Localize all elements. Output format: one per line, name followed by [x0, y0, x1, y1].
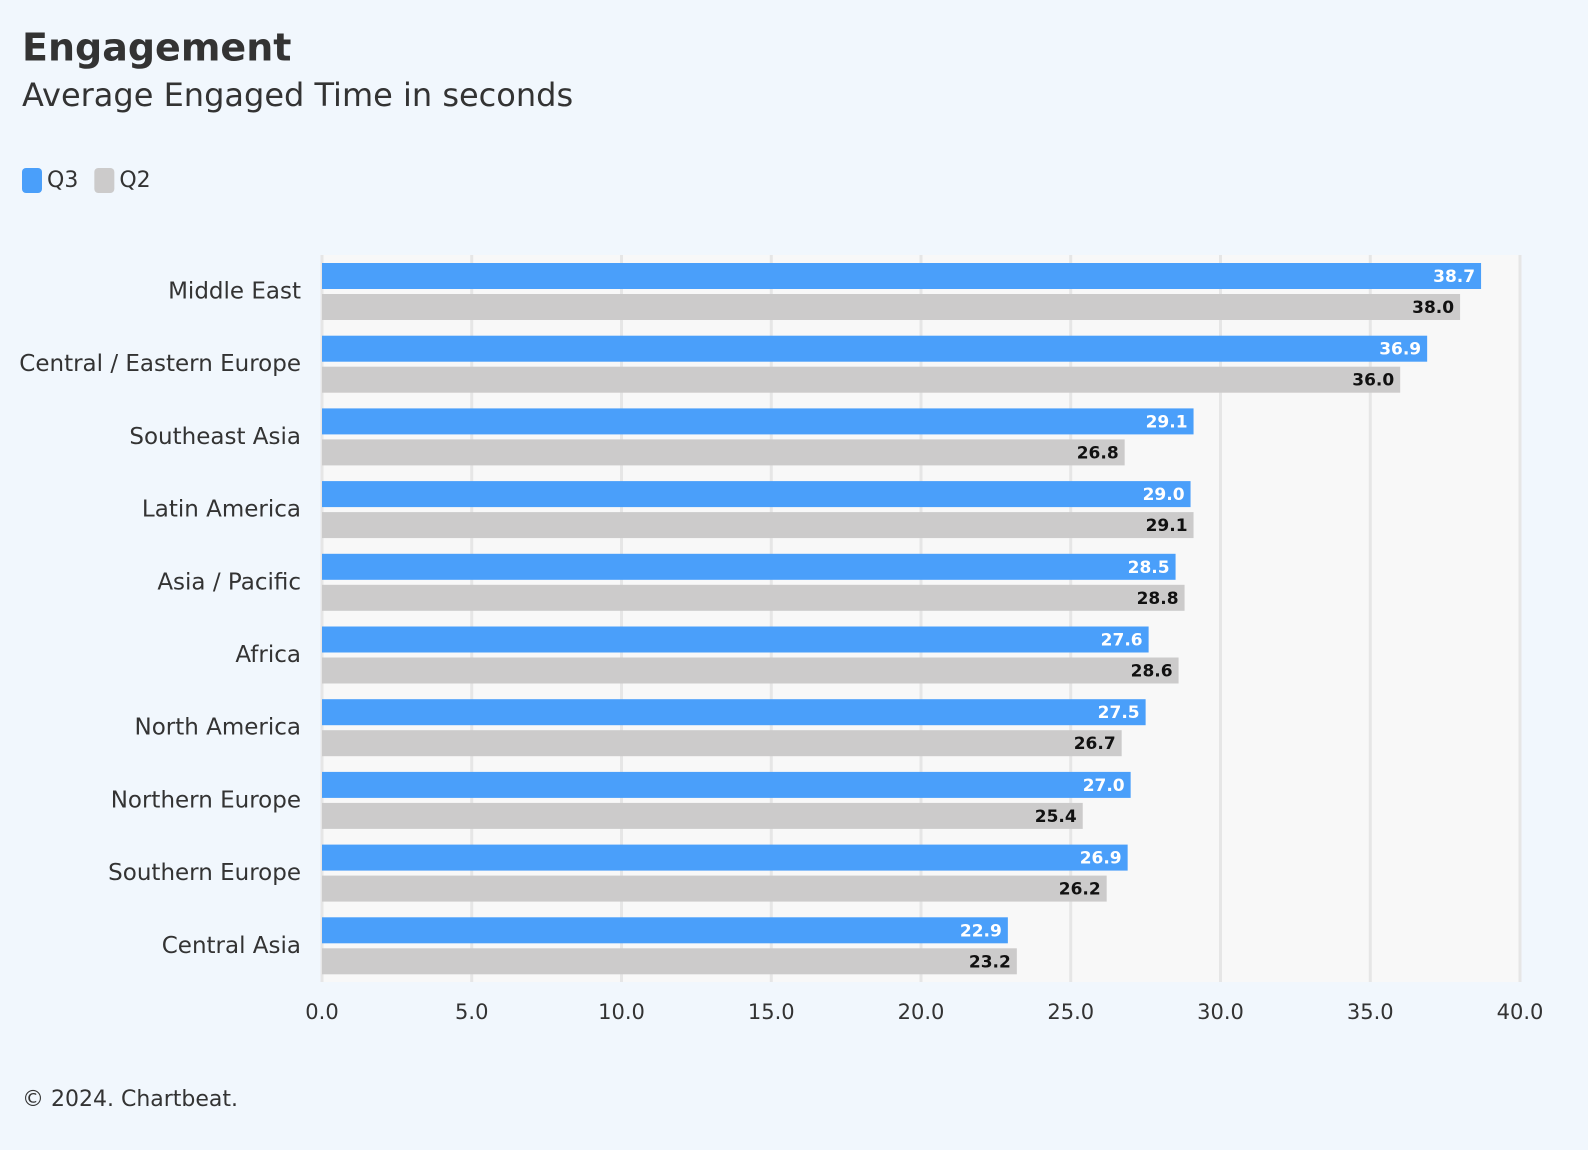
y-tick-label: Southeast Asia: [129, 424, 301, 450]
value-label: 28.8: [1137, 589, 1179, 609]
y-tick-label: Asia / Pacific: [157, 569, 301, 595]
value-label: 28.6: [1131, 662, 1173, 682]
bar: [322, 657, 1179, 684]
x-tick-label: 20.0: [898, 1000, 945, 1024]
x-tick-label: 10.0: [598, 1000, 645, 1024]
legend-label: Q2: [119, 168, 150, 193]
value-label: 38.0: [1412, 298, 1454, 318]
bar: [322, 802, 1083, 829]
bar: [322, 699, 1146, 726]
bar: [322, 366, 1401, 393]
value-label: 27.6: [1101, 631, 1143, 651]
bar: [322, 730, 1122, 757]
chart-title: Engagement: [22, 26, 291, 70]
value-label: 29.0: [1143, 485, 1185, 505]
bar: [322, 512, 1194, 539]
y-tick-label: Northern Europe: [111, 787, 301, 813]
legend-swatch: [94, 168, 115, 193]
y-tick-label: Africa: [235, 642, 301, 668]
bar: [322, 439, 1125, 466]
value-label: 27.0: [1083, 776, 1125, 796]
chart-subtitle: Average Engaged Time in seconds: [22, 76, 573, 114]
value-label: 29.1: [1146, 516, 1188, 536]
y-tick-label: North America: [134, 715, 301, 741]
value-label: 22.9: [960, 921, 1002, 941]
y-tick-label: Middle East: [168, 279, 301, 305]
value-label: 25.4: [1035, 807, 1077, 827]
bar: [322, 553, 1176, 580]
value-label: 28.5: [1128, 558, 1170, 578]
x-tick-label: 5.0: [455, 1000, 488, 1024]
value-label: 26.9: [1080, 849, 1122, 869]
x-tick-label: 35.0: [1347, 1000, 1394, 1024]
y-tick-label: Latin America: [142, 497, 301, 523]
bar: [322, 948, 1017, 975]
x-tick-label: 0.0: [305, 1000, 338, 1024]
bar: [322, 771, 1131, 798]
bar: [322, 844, 1128, 871]
x-tick-label: 25.0: [1047, 1000, 1094, 1024]
legend-swatch: [22, 168, 42, 193]
value-label: 26.8: [1077, 443, 1119, 463]
source: © 2024. Chartbeat.: [22, 1087, 238, 1112]
bar: [322, 481, 1191, 508]
value-label: 26.7: [1074, 734, 1116, 754]
bar: [322, 917, 1008, 944]
bar: [322, 584, 1185, 611]
x-tick-label: 15.0: [748, 1000, 795, 1024]
bar: [322, 875, 1107, 902]
bar: [322, 626, 1149, 653]
bar: [322, 263, 1482, 289]
value-label: 29.1: [1146, 412, 1188, 432]
bar: [322, 294, 1461, 320]
x-tick-label: 40.0: [1497, 1000, 1544, 1024]
value-label: 36.0: [1352, 371, 1394, 391]
value-label: 27.5: [1098, 703, 1140, 723]
value-label: 36.9: [1379, 340, 1421, 360]
bar: [322, 335, 1428, 362]
value-label: 23.2: [969, 952, 1011, 972]
bar: [322, 408, 1194, 435]
value-label: 26.2: [1059, 880, 1101, 900]
value-label: 38.7: [1433, 267, 1475, 287]
legend-label: Q3: [47, 168, 78, 193]
y-tick-label: Southern Europe: [108, 860, 301, 886]
x-tick-label: 30.0: [1197, 1000, 1244, 1024]
y-tick-label: Central Asia: [162, 933, 301, 959]
y-tick-label: Central / Eastern Europe: [19, 351, 301, 377]
